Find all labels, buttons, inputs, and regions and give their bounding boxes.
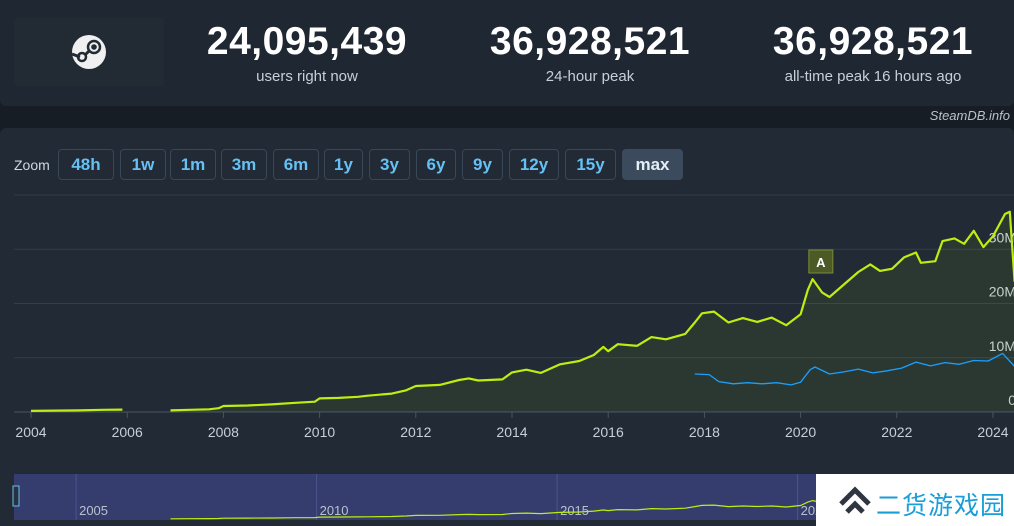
users-series-line[interactable]	[30, 408, 123, 412]
zoom-button-1y[interactable]: 1y	[324, 149, 363, 180]
steam-icon	[71, 35, 106, 69]
annotation-label: A	[816, 255, 826, 270]
x-tick-label: 2012	[400, 424, 431, 440]
zoom-button-1m[interactable]: 1m	[170, 149, 216, 180]
steamdb-credit-link[interactable]: SteamDB.info	[929, 108, 1010, 123]
stat-24h-peak: 36,928,521 24-hour peak	[460, 20, 720, 86]
x-tick-label: 2024	[977, 424, 1008, 440]
stats-bar: 24,095,439 users right now 36,928,521 24…	[0, 0, 1014, 106]
player-count-chart[interactable]: 2004 2006 2008 2010 2012 2014 2016 2018 2020 2022…	[0, 188, 1014, 460]
zoom-button-6m[interactable]: 6m	[273, 149, 319, 180]
zoom-button-3y[interactable]: 3y	[369, 149, 410, 180]
zoom-button-max[interactable]: max	[622, 149, 683, 180]
navigator-handle-left[interactable]	[12, 485, 20, 507]
x-tick-label: 2006	[112, 424, 143, 440]
x-tick-label: 2008	[208, 424, 239, 440]
users-area-fill	[170, 211, 1014, 412]
zoom-button-1w[interactable]: 1w	[120, 149, 166, 180]
stat-value: 24,095,439	[206, 20, 408, 63]
x-tick-label: 2022	[881, 424, 912, 440]
zoom-button-12y[interactable]: 12y	[509, 149, 559, 180]
stat-label: all-time peak 16 hours ago	[784, 68, 962, 85]
x-tick-label: 2004	[15, 424, 46, 440]
stat-all-time-peak: 36,928,521 all-time peak 16 hours ago	[743, 20, 1003, 86]
watermark-text: 二货游戏园	[876, 491, 1007, 520]
navigator-tick-label: 2010	[320, 503, 349, 518]
y-tick-label: 20M	[989, 284, 1014, 300]
x-tick-label: 2018	[689, 424, 720, 440]
stat-value: 36,928,521	[489, 20, 691, 63]
steam-logo[interactable]	[14, 18, 164, 86]
annotation-flag[interactable]	[808, 249, 834, 274]
watermark-logo-icon	[839, 486, 871, 514]
zoom-button-6y[interactable]: 6y	[416, 149, 456, 180]
zoom-label: Zoom	[14, 157, 50, 173]
x-tick-label: 2010	[304, 424, 335, 440]
zoom-button-15y[interactable]: 15y	[565, 149, 616, 180]
y-tick-label: 0	[1008, 392, 1014, 408]
stat-value: 36,928,521	[772, 20, 974, 63]
watermark: 二货游戏园	[816, 474, 1014, 526]
navigator-tick-label: 2015	[560, 503, 589, 518]
stat-label: 24-hour peak	[545, 68, 635, 85]
zoom-button-9y[interactable]: 9y	[462, 149, 503, 180]
y-tick-label: 10M	[989, 338, 1014, 354]
stat-users-now: 24,095,439 users right now	[177, 20, 437, 86]
stat-label: users right now	[256, 68, 358, 85]
zoom-button-3m[interactable]: 3m	[221, 149, 267, 180]
x-tick-label: 2020	[785, 424, 816, 440]
zoom-button-48h[interactable]: 48h	[58, 149, 114, 180]
in-game-series-line[interactable]	[694, 352, 1014, 386]
x-tick-label: 2016	[593, 424, 624, 440]
x-tick-label: 2014	[496, 424, 527, 440]
navigator-tick-label: 2005	[79, 503, 108, 518]
chart-panel	[0, 128, 1014, 526]
users-series-line[interactable]	[170, 210, 1014, 412]
